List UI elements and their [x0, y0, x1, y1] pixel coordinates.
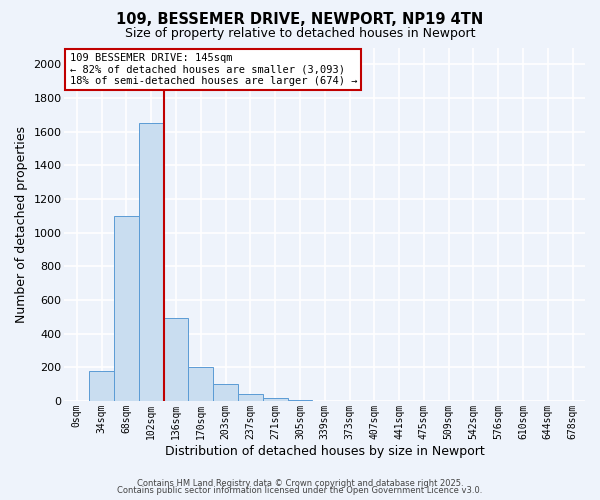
Text: Contains public sector information licensed under the Open Government Licence v3: Contains public sector information licen…: [118, 486, 482, 495]
Y-axis label: Number of detached properties: Number of detached properties: [15, 126, 28, 322]
Bar: [89, 372, 114, 401]
Bar: [213, 384, 238, 401]
Text: 109, BESSEMER DRIVE, NEWPORT, NP19 4TN: 109, BESSEMER DRIVE, NEWPORT, NP19 4TN: [116, 12, 484, 28]
Bar: [263, 398, 287, 401]
Text: 109 BESSEMER DRIVE: 145sqm
← 82% of detached houses are smaller (3,093)
18% of s: 109 BESSEMER DRIVE: 145sqm ← 82% of deta…: [70, 53, 357, 86]
X-axis label: Distribution of detached houses by size in Newport: Distribution of detached houses by size …: [165, 444, 485, 458]
Bar: [287, 400, 313, 401]
Bar: [188, 368, 213, 401]
Text: Contains HM Land Registry data © Crown copyright and database right 2025.: Contains HM Land Registry data © Crown c…: [137, 478, 463, 488]
Bar: [164, 318, 188, 401]
Bar: [238, 394, 263, 401]
Text: Size of property relative to detached houses in Newport: Size of property relative to detached ho…: [125, 28, 475, 40]
Bar: [114, 216, 139, 401]
Bar: [139, 123, 164, 401]
